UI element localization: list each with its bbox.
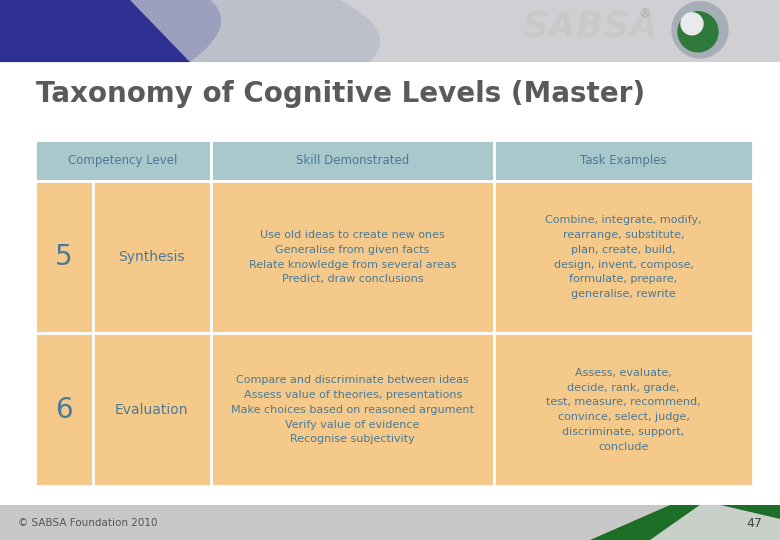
Bar	[495, 140, 753, 181]
Circle shape	[681, 13, 703, 35]
Bar	[495, 181, 753, 333]
Text: Taxonomy of Cognitive Levels (Master): Taxonomy of Cognitive Levels (Master)	[36, 80, 645, 108]
Text: Task Examples: Task Examples	[580, 154, 667, 167]
Text: Evaluation: Evaluation	[115, 403, 189, 417]
Text: Synthesis: Synthesis	[119, 250, 185, 264]
PathPatch shape	[0, 0, 222, 62]
Bar	[0, 505, 780, 540]
Text: Competency Level: Competency Level	[69, 154, 178, 167]
Bar	[0, 0, 780, 62]
Bar	[211, 333, 495, 486]
Bar	[93, 333, 211, 486]
PathPatch shape	[130, 0, 380, 62]
PathPatch shape	[590, 505, 780, 540]
Circle shape	[678, 12, 718, 52]
Bar	[35, 181, 93, 333]
Text: © SABSA Foundation 2010: © SABSA Foundation 2010	[18, 518, 158, 528]
PathPatch shape	[650, 505, 780, 540]
Circle shape	[672, 2, 728, 58]
Text: Compare and discriminate between ideas
Assess value of theories, presentations
M: Compare and discriminate between ideas A…	[231, 375, 474, 444]
Text: 6: 6	[55, 396, 73, 424]
Bar	[495, 333, 753, 486]
Bar	[211, 181, 495, 333]
Text: Skill Demonstrated: Skill Demonstrated	[296, 154, 410, 167]
Bar	[35, 333, 93, 486]
Text: Combine, integrate, modify,
rearrange, substitute,
plan, create, build,
design, : Combine, integrate, modify, rearrange, s…	[545, 215, 702, 299]
Text: 5: 5	[55, 243, 73, 271]
Bar	[211, 140, 495, 181]
Text: 47: 47	[746, 517, 762, 530]
Bar	[93, 181, 211, 333]
Text: SABSA: SABSA	[523, 9, 658, 43]
Text: Assess, evaluate,
decide, rank, grade,
test, measure, recommend,
convince, selec: Assess, evaluate, decide, rank, grade, t…	[546, 368, 701, 452]
Text: ®: ®	[638, 7, 651, 20]
Bar	[35, 140, 211, 181]
Text: Use old ideas to create new ones
Generalise from given facts
Relate knowledge fr: Use old ideas to create new ones General…	[249, 230, 456, 285]
